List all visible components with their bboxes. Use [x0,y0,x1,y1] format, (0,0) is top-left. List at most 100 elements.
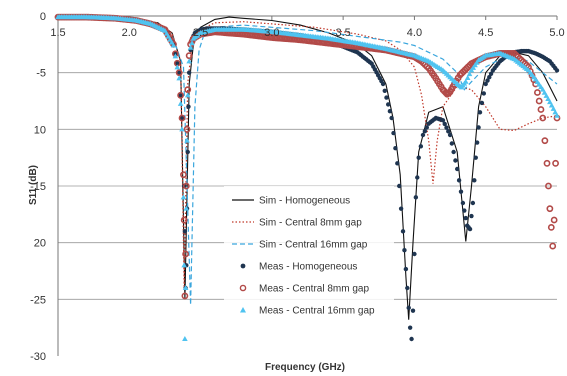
data-point [176,70,182,75]
legend-label: Meas - Central 8mm gap [259,284,369,295]
x-tick-label: 3.0 [264,27,279,39]
data-point [460,200,466,206]
data-point [172,53,179,59]
data-point [545,182,552,190]
data-point [182,336,188,341]
data-point [472,178,477,183]
x-tick-label: 2.5 [193,27,208,39]
data-point [483,81,488,87]
data-point [182,250,190,258]
data-point [466,71,473,77]
data-point [552,109,559,115]
data-point [189,40,195,46]
legend-swatch [240,307,246,313]
y-tick-label: 0 [40,11,46,23]
legend-item: Sim - Central 16mm gap [232,240,368,251]
legend-item: Meas - Central 8mm gap [239,284,369,295]
data-point [541,89,548,95]
series-2 [58,16,558,289]
data-point [182,285,189,290]
data-point [391,130,396,136]
data-point [535,97,543,105]
data-point [481,91,487,96]
data-point [470,64,477,70]
data-point [178,114,186,122]
data-point [537,106,545,113]
data-point [413,195,419,200]
data-point [181,262,187,268]
data-point [385,102,391,107]
data-point [424,125,429,130]
data-point [389,115,394,121]
axes [57,15,558,356]
data-point [184,86,192,94]
x-tick-label: 4.0 [407,27,422,39]
legend-item: Meas - Central 16mm gap [240,306,375,317]
data-point [395,161,400,166]
data-point [416,155,421,160]
data-point [397,183,402,189]
data-point [470,200,476,206]
data-point [410,308,416,313]
data-point [462,208,467,213]
data-point [541,137,549,145]
data-point [412,251,417,257]
data-point [547,223,555,231]
data-point [398,206,404,211]
data-point [177,91,185,99]
data-point [554,112,560,118]
data-point [458,189,464,194]
data-point [182,229,188,234]
data-point [446,129,451,134]
legend-swatch [239,284,247,292]
data-point [405,285,410,291]
data-point [185,52,193,60]
legend: Sim - Homogeneous Sim - Central 8mm gap Si… [224,186,394,320]
data-point [449,141,455,146]
data-point [420,132,426,138]
legend-label: Meas - Central 16mm gap [259,306,375,317]
legend-item: Sim - Homogeneous [232,196,350,207]
data-point [468,67,475,73]
data-point [552,159,559,167]
data-point [548,102,555,108]
x-tick-label: 2.0 [122,27,137,39]
y-tick-label: 20 [34,238,46,250]
data-point [550,105,557,111]
data-point [488,71,494,77]
data-point [447,132,453,138]
data-point [440,118,446,123]
data-point [473,155,478,160]
data-point [476,125,481,130]
data-point [409,336,414,342]
data-point [444,125,449,130]
data-point [393,146,398,151]
data-point [403,266,409,272]
legend-background [224,186,394,320]
data-point [182,182,190,190]
data-point [185,149,190,155]
data-point [186,70,192,75]
data-point [187,44,194,50]
series-layer [54,13,561,342]
data-point [554,68,560,73]
legend-label: Meas - Homogeneous [259,262,357,273]
data-point [186,58,192,64]
data-point [533,89,541,96]
legend-item: Sim - Central 8mm gap [232,218,362,229]
y-tick-label: -15 [30,181,46,193]
x-tick-label: 3.5 [335,27,350,39]
series-line [58,16,558,289]
data-point [464,74,471,80]
data-point [384,95,389,100]
data-point [469,213,474,219]
data-point [177,100,184,106]
data-point [462,78,469,84]
x-tick-label: 4.5 [478,27,493,39]
legend-swatch [240,263,246,269]
legend-label: Sim - Central 16mm gap [259,240,368,251]
data-point [463,215,468,221]
data-point [451,149,456,155]
data-point [543,92,550,98]
